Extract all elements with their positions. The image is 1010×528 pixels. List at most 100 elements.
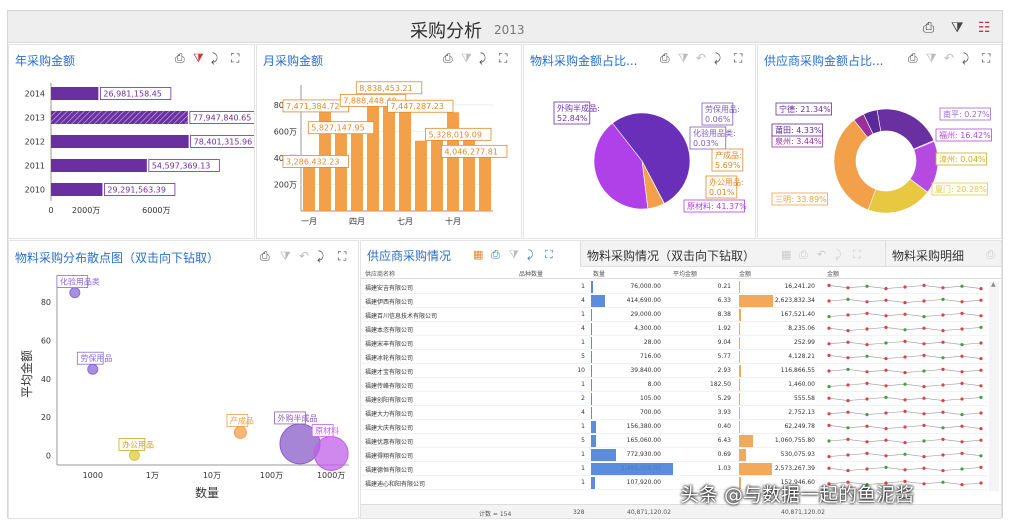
clear-filter-icon[interactable]: ⧩ xyxy=(509,248,519,261)
sparkline-point xyxy=(903,441,907,445)
share-icon[interactable]: ⎙ xyxy=(491,248,500,261)
table-row[interactable]: 福建才宝有限公司 10 39,840.00 2.93 116,866.55 xyxy=(361,364,987,378)
panel-header: 物料采购分布散点图（双击向下钻取） ⎙ ⧩ ↶ ⤸ ⛶ xyxy=(9,241,358,269)
x-tick-label: 四月 xyxy=(349,217,365,226)
table-cell: 1 xyxy=(581,381,585,388)
table-row[interactable]: 福建创阳有限公司 2 105.00 5.29 555.58 xyxy=(361,392,987,406)
table-cell: 4 xyxy=(581,409,585,416)
settings-icon[interactable]: ☷ xyxy=(978,20,991,36)
share-icon[interactable]: ⎙ xyxy=(986,248,995,261)
bar xyxy=(51,111,188,124)
scroll-up-icon[interactable]: ▲ xyxy=(991,281,996,288)
undo-icon[interactable]: ↶ xyxy=(696,51,707,65)
table-cell: 530,075.93 xyxy=(780,451,815,458)
table-row[interactable]: 福建伊西有限公司 4 414,690.00 6.33 2,623,832.34 xyxy=(361,294,987,308)
sparkline-point xyxy=(846,426,850,430)
slice-label-box xyxy=(771,123,824,137)
fullscreen-icon[interactable]: ⛶ xyxy=(545,248,553,261)
amount-bar xyxy=(739,393,740,405)
wrap-icon[interactable]: ⤸ xyxy=(479,51,487,65)
table-row[interactable]: 福建宋丰有限公司 1 28.00 9.04 252.99 xyxy=(361,336,987,350)
sparkline xyxy=(827,367,983,375)
fullscreen-icon[interactable]: ⛶ xyxy=(853,248,861,261)
table-cell: 福建大庆有限公司 xyxy=(365,425,414,432)
share-icon[interactable]: ⎙ xyxy=(923,20,935,36)
undo-icon[interactable]: ↶ xyxy=(944,51,955,65)
footer-variety-sum: 328 xyxy=(573,509,585,516)
col-header-amount-spark[interactable]: 金额 xyxy=(827,271,840,278)
table-row[interactable]: 福建安吉有限公司 1 76,000.00 0.21 16,241.20 xyxy=(361,280,987,294)
wrap-icon[interactable]: ⤸ xyxy=(211,51,219,65)
col-header-amount[interactable]: 金额 xyxy=(739,271,752,278)
table-row[interactable]: 福建大庆有限公司 1 156,380.00 0.40 62,249.78 xyxy=(361,420,987,434)
slice-label: 劳保用品: xyxy=(705,104,740,114)
col-header-avg[interactable]: 平均金额 xyxy=(673,271,698,278)
undo-icon[interactable]: ↶ xyxy=(299,249,310,263)
clear-filter-icon[interactable]: ⧩ xyxy=(461,51,472,65)
share-icon[interactable]: ⎙ xyxy=(799,248,808,261)
undo-icon[interactable]: ↶ xyxy=(817,248,827,261)
clear-filter-icon[interactable]: ⧩ xyxy=(951,20,964,36)
sparkline-point xyxy=(941,356,945,360)
sparkline-point xyxy=(827,385,831,389)
sparkline-point xyxy=(979,384,983,388)
sparkline-point xyxy=(903,371,907,375)
clear-filter-icon[interactable]: ⧩ xyxy=(926,51,937,65)
grid-icon[interactable]: ▦ xyxy=(781,248,792,261)
bar xyxy=(351,126,363,211)
wrap-icon[interactable]: ⤸ xyxy=(317,249,325,263)
grid-icon[interactable]: ▦ xyxy=(473,248,484,261)
clear-filter-icon[interactable]: ⧩ xyxy=(678,51,689,65)
table-cell: 5.77 xyxy=(717,353,731,360)
fullscreen-icon[interactable]: ⛶ xyxy=(499,51,508,65)
tab-material-detail[interactable]: 物料采购明细 ⎙ xyxy=(886,241,1001,267)
table-row[interactable]: 福建迪心和阳有限公司 1 107,920.00 152,946.60 xyxy=(361,476,987,490)
share-icon[interactable]: ⎙ xyxy=(908,51,918,65)
clear-filter-icon[interactable]: ⧩ xyxy=(193,51,204,65)
supplier-donut-chart[interactable]: 宁德: 21.34% 南平: 0.27% 福州: 16.42% 漳州: 0.04% 厦门… xyxy=(758,73,1002,239)
clear-filter-icon[interactable]: ⧩ xyxy=(280,249,291,263)
sparkline-point xyxy=(941,383,945,387)
data-label-box xyxy=(104,183,176,196)
wrap-icon[interactable]: ⤸ xyxy=(527,248,534,261)
tab-supplier-purchase[interactable]: 供应商采购情况 ▦ ⎙ ⧩ ⤸ ⛶ xyxy=(361,241,581,267)
table-row[interactable]: 福建优惠有限公司 5 165,060.00 6.43 1,060,755.80 xyxy=(361,434,987,448)
fullscreen-icon[interactable]: ⛶ xyxy=(338,249,347,263)
share-icon[interactable]: ⎙ xyxy=(175,51,185,65)
wrap-icon[interactable]: ⤸ xyxy=(835,248,842,261)
table-row[interactable]: 福建大力有限公司 4 700.00 3.93 2,752.13 xyxy=(361,406,987,420)
table-row[interactable]: 福建冰轮有限公司 5 716.00 5.77 4,128.21 xyxy=(361,350,987,364)
point-label: 原材料 xyxy=(315,426,339,436)
share-icon[interactable]: ⎙ xyxy=(443,51,453,65)
sparkline-point xyxy=(941,453,945,457)
col-header-quantity[interactable]: 数量 xyxy=(593,271,606,278)
fullscreen-icon[interactable]: ⛶ xyxy=(982,51,991,65)
wrap-icon[interactable]: ⤸ xyxy=(962,51,970,65)
sparkline-point xyxy=(922,353,926,357)
table-row[interactable]: 福建百川信息技术有限公司 1 29,000.00 8.38 167,521.40 xyxy=(361,308,987,322)
y-tick-label: 2013 xyxy=(25,114,45,123)
fullscreen-icon[interactable]: ⛶ xyxy=(231,51,240,65)
material-pie-chart[interactable]: 外购半成品:52.84% 劳保用品:0.06% 化验用品类:0.03% 产成品:5.6… xyxy=(524,73,756,239)
table-row[interactable]: 福建传峰有限公司 1 8.00 182.50 1,460.00 xyxy=(361,378,987,392)
table-row[interactable]: 福建德恒有限公司12,485,000.001.032,573,267.39 xyxy=(361,462,987,476)
wrap-icon[interactable]: ⤸ xyxy=(714,51,722,65)
share-icon[interactable]: ⎙ xyxy=(260,249,270,263)
amount-bar xyxy=(739,365,741,377)
tab-material-purchase[interactable]: 物料采购情况（双击向下钻取） ▦ ⎙ ↶ ⤸ ⛶ xyxy=(581,241,886,267)
table-cell: 福建伊西有限公司 xyxy=(365,299,414,306)
share-icon[interactable]: ⎙ xyxy=(660,51,670,65)
col-header-supplier[interactable]: 供应商名称 xyxy=(365,271,396,278)
monthly-bar-chart[interactable]: 200万400万600万800万一月四月七月十月3,286,432.237,47… xyxy=(257,73,522,239)
point-label: 化验用品类 xyxy=(60,277,100,287)
annual-bar-chart[interactable]: 2014 26,981,158.45 2013 77,947,840.65 2012 78… xyxy=(9,73,255,239)
table-row[interactable]: 福建本恣有限公司 4 4,300.00 1.92 8,235.06 xyxy=(361,322,987,336)
table-row[interactable]: 福建得翔有限公司 1 772,930.00 0.69 530,075.93 xyxy=(361,448,987,462)
table-scrollbar[interactable]: ▲ xyxy=(989,281,999,491)
fullscreen-icon[interactable]: ⛶ xyxy=(734,51,743,65)
table-cell: 福建传峰有限公司 xyxy=(365,383,414,390)
tab-label: 物料采购情况（双击向下钻取） xyxy=(587,249,756,263)
sparkline-point xyxy=(979,454,983,458)
col-header-variety[interactable]: 品种数量 xyxy=(519,271,544,278)
